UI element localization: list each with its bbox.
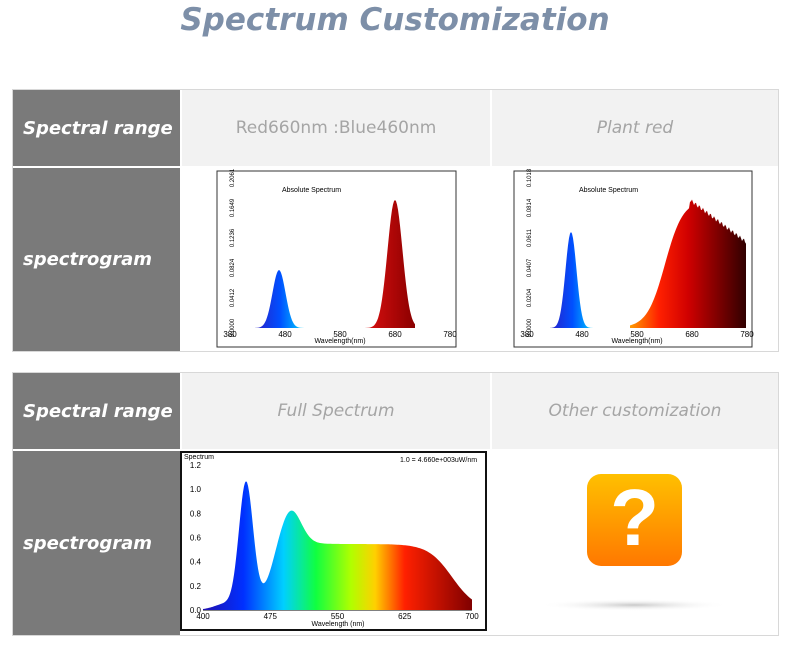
x-tick-label: 475 [264, 612, 278, 621]
chart-note: 1.0 = 4.660e+003uW/nm [400, 457, 477, 464]
spectrum-area [630, 199, 746, 328]
y-tick-label: 0.1236 [230, 228, 236, 247]
spectrum-area [203, 481, 472, 610]
chart-title: Absolute Spectrum [579, 187, 638, 194]
y-tick-label: 0.2061 [230, 168, 236, 187]
y-tick-label: 0.0407 [527, 258, 533, 277]
icon-glyph: ? [610, 473, 659, 562]
x-tick-label: 380 [223, 330, 237, 339]
y-tick-label: 0.2 [190, 582, 202, 591]
y-tick-label: 1.2 [190, 461, 202, 470]
spectrum-area [362, 200, 415, 328]
chart-title: Spectrum [184, 454, 214, 461]
row-label: Spectral range [13, 373, 180, 449]
y-tick-label: 1.0 [190, 485, 202, 494]
y-tick-label: 0.0611 [527, 228, 533, 247]
column-header: Full Spectrum [182, 373, 490, 449]
spectrum-area [550, 232, 595, 328]
y-tick-label: 0.0412 [230, 288, 236, 307]
question-icon [587, 474, 682, 566]
x-axis-label: Wavelength(nm) [314, 338, 365, 345]
x-tick-label: 780 [443, 330, 457, 339]
x-tick-label: 700 [465, 612, 479, 621]
y-tick-label: 0.0000 [527, 318, 533, 337]
y-tick-label: 0.4 [190, 558, 202, 567]
x-tick-label: 480 [278, 330, 292, 339]
y-tick-label: 0.1649 [230, 198, 236, 217]
y-tick-label: 0.6 [190, 534, 202, 543]
icon-shadow [539, 599, 729, 611]
y-tick-label: 0.8 [190, 509, 202, 518]
row-label: spectrogram [13, 168, 180, 351]
x-axis-label: Wavelength(nm) [611, 338, 662, 345]
chart-title: Absolute Spectrum [282, 187, 341, 194]
column-header: Red660nm :Blue460nm [182, 90, 490, 166]
x-tick-label: 680 [388, 330, 402, 339]
y-tick-label: 0.0814 [527, 198, 533, 217]
row-label: spectrogram [13, 451, 180, 635]
x-tick-label: 580 [333, 330, 347, 339]
y-tick-label: 0.0824 [230, 258, 236, 277]
x-tick-label: 380 [520, 330, 534, 339]
x-tick-label: 680 [685, 330, 699, 339]
y-tick-label: 0.1018 [527, 168, 533, 187]
x-tick-label: 580 [630, 330, 644, 339]
spectrum-area [255, 270, 305, 328]
y-tick-label: 0.0204 [527, 288, 533, 307]
x-tick-label: 400 [196, 612, 210, 621]
column-header: Plant red [492, 90, 778, 166]
x-axis-label: Wavelength (nm) [311, 621, 364, 628]
column-header: Other customization [492, 373, 778, 449]
x-tick-label: 780 [740, 330, 754, 339]
x-tick-label: 550 [331, 612, 345, 621]
x-tick-label: 625 [398, 612, 412, 621]
page-title: Spectrum Customization [180, 2, 610, 38]
y-tick-label: 0.0000 [230, 318, 236, 337]
y-tick-label: 0.0 [190, 606, 202, 615]
x-tick-label: 480 [575, 330, 589, 339]
row-label: Spectral range [13, 90, 180, 166]
chart-frame [216, 170, 457, 348]
